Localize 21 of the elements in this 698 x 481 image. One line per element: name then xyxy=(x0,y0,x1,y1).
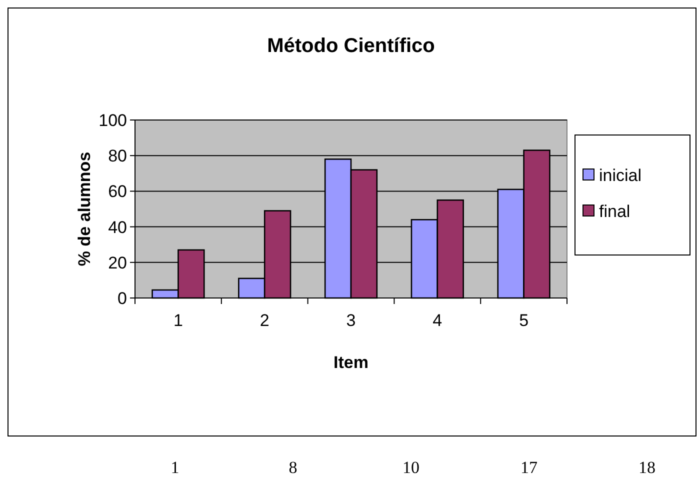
x-axis-title: Item xyxy=(334,353,368,372)
text: 1 xyxy=(170,458,180,477)
y-tick-label: 0 xyxy=(118,288,127,308)
legend-label: final xyxy=(599,202,630,221)
y-tick-label: 60 xyxy=(108,182,127,202)
text: 10 xyxy=(402,458,420,477)
x-tick-label: 2 xyxy=(260,311,270,330)
chart-title: Método Científico xyxy=(267,35,435,57)
legend-label: inicial xyxy=(599,166,642,185)
x-tick-label: 3 xyxy=(346,311,356,330)
x-tick-label: 1 xyxy=(173,311,183,330)
y-axis-title: % de alumnos xyxy=(75,152,94,266)
y-tick-label: 100 xyxy=(98,110,127,130)
y-tick-label: 40 xyxy=(108,218,127,237)
x-tick-label: 4 xyxy=(432,311,442,330)
y-tick-label: 80 xyxy=(108,146,127,166)
x-tick-label: 5 xyxy=(519,311,529,330)
text: 8 xyxy=(288,458,298,477)
y-tick-label: 20 xyxy=(108,253,127,272)
text: 18 xyxy=(638,458,656,477)
text: 17 xyxy=(520,458,538,477)
